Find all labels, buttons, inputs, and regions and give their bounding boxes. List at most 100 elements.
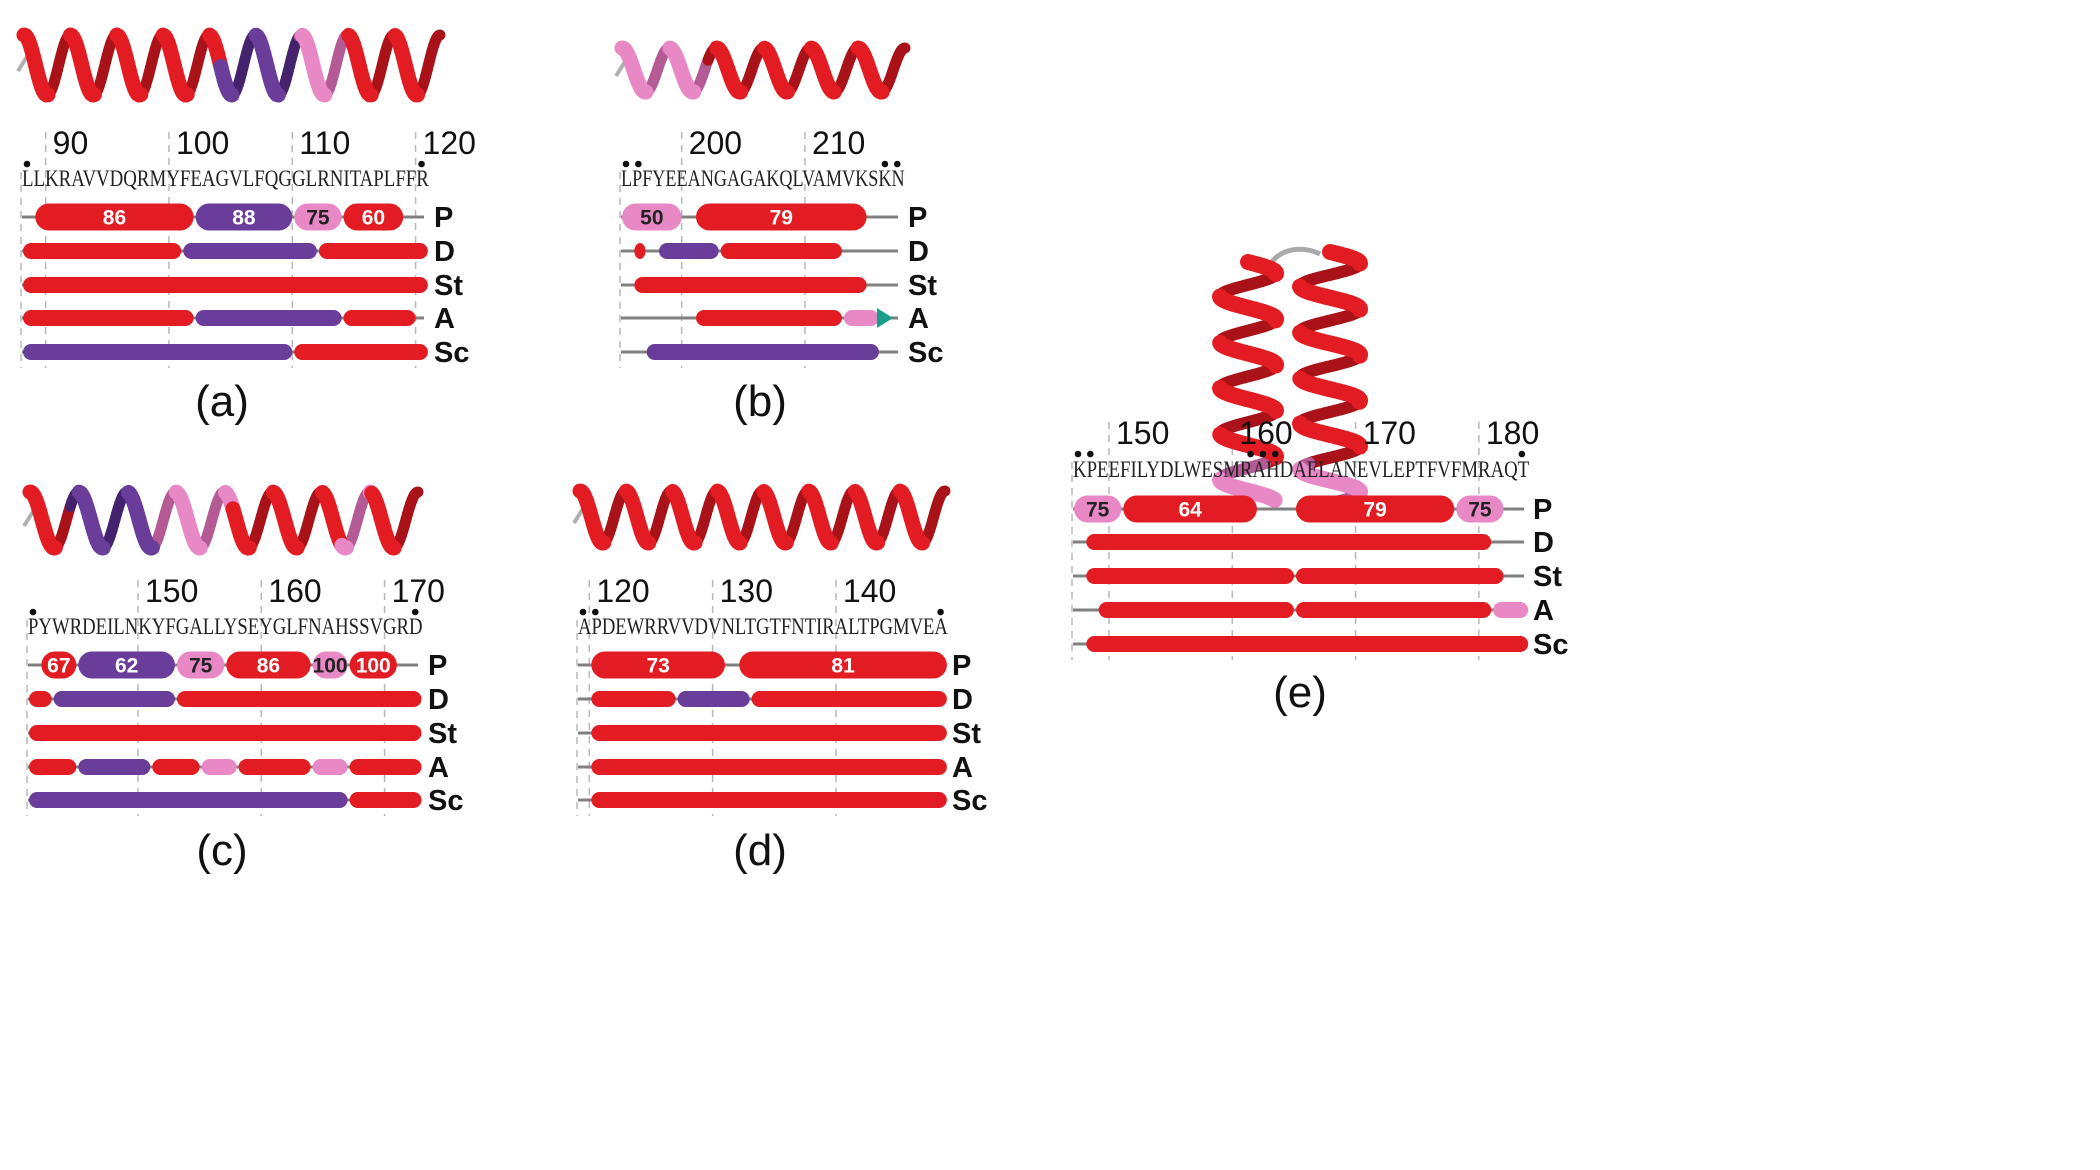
- panel-d-track-A-segment-helix: [591, 759, 947, 775]
- panel-c-track-D-segment-purple: [53, 691, 175, 707]
- panel-c-position-dot: [29, 608, 37, 616]
- panel-c-track-A-segment-pink: [201, 759, 237, 775]
- panel-e-track-Sc-segment-helix: [1086, 636, 1529, 652]
- panel-d-track-label-D: D: [952, 684, 973, 716]
- panel-e-track-P-confidence-label: 64: [1178, 499, 1202, 522]
- panel-a-sequence: LLKRAVVDQRMYFEAGVLFQGGLRNITAPLFFR: [22, 166, 429, 191]
- panel-e-label: (e): [1273, 668, 1327, 717]
- panel-c-track-P-segment-pink: [312, 651, 348, 679]
- panel-b-track-A-arrow-icon: [876, 308, 893, 328]
- panel-e-track-A-segment-pink: [1493, 602, 1529, 618]
- panel-b-track-label-Sc: Sc: [908, 337, 943, 369]
- panel-b-track-label-A: A: [908, 303, 929, 335]
- panel-b-track-A-segment-helix: [695, 310, 842, 326]
- panel-c-track-P-segment-helix: [226, 651, 311, 679]
- panel-e-track-P-confidence-label: 79: [1363, 499, 1386, 522]
- panel-b-track-label-D: D: [908, 236, 929, 268]
- panel-a-helix-ribbon-segment: [432, 29, 446, 42]
- panel-a-tick-label: 90: [53, 125, 89, 161]
- panel-e-tick-label: 150: [1116, 415, 1169, 451]
- panel-d-label: (d): [733, 826, 787, 875]
- panel-e-track-label-Sc: Sc: [1533, 629, 1568, 661]
- panel-d-track-Sc-segment-helix: [591, 792, 947, 808]
- panel-b-position-dot: [893, 160, 901, 168]
- panel-a-track-D-segment-helix: [318, 243, 428, 259]
- panel-e-position-dot: [1271, 450, 1279, 458]
- panel-b-position-dot: [622, 160, 630, 168]
- panel-e-position-dot: [1074, 450, 1082, 458]
- panel-a-position-dot: [23, 160, 31, 168]
- panel-a-track-label-D: D: [434, 236, 455, 268]
- panel-c-track-Sc-segment-purple: [29, 792, 348, 808]
- panel-b-track-St-segment-helix: [634, 277, 867, 293]
- panel-d-track-St-segment-helix: [591, 725, 947, 741]
- panel-a-tick-label: 110: [299, 125, 350, 161]
- panel-e-position-dot: [1259, 450, 1267, 458]
- panel-e-track-P-segment-pink: [1456, 495, 1504, 523]
- panel-c-tick-label: 150: [145, 573, 198, 609]
- panel-d-sequence: APDEWRRVVDVNLTGTFNTIRALTPGMVEA: [578, 614, 948, 639]
- panel-c-track-label-A: A: [428, 752, 449, 784]
- panel-c-track-label-St: St: [428, 718, 457, 750]
- panel-a-track-P-segment-pink: [294, 203, 342, 231]
- panel-c-track-A-segment-purple: [78, 759, 151, 775]
- panel-e-sequence: KPEEFILYDLWESMRAHDAELANEVLEPTFVFMRAQT: [1073, 457, 1529, 482]
- panel-d-position-dot: [592, 608, 599, 616]
- panel-b-track-P-segment-pink: [622, 203, 682, 231]
- panel-a-helix-ribbon-segment: [222, 86, 240, 103]
- panel-d-track-label-Sc: Sc: [952, 785, 987, 817]
- panel-c-track-label-D: D: [428, 684, 449, 716]
- panel-d-track-label-A: A: [952, 752, 973, 784]
- panel-b-position-dot: [635, 160, 642, 168]
- panel-b-track-D-segment-helix: [720, 243, 842, 259]
- panel-b-track-D-segment-purple: [658, 243, 719, 259]
- panel-e-hairpin-left-helix: [1264, 490, 1283, 508]
- panel-a-track-P-segment-purple: [195, 203, 293, 231]
- panel-b-position-dot: [881, 160, 889, 168]
- panel-a-track-label-P: P: [434, 202, 453, 234]
- panel-d-track-label-P: P: [952, 650, 971, 682]
- panel-a-track-Sc-segment-helix: [294, 344, 428, 360]
- panel-a-helix-ribbon-segment: [269, 86, 286, 103]
- panel-a-track-label-Sc: Sc: [434, 337, 469, 369]
- panel-c-track-P-confidence-label: 100: [313, 655, 348, 678]
- panel-c-track-P-segment-helix: [41, 651, 77, 679]
- panel-c-label: (c): [196, 826, 247, 875]
- panel-b-track-P-confidence-label: 50: [640, 207, 663, 230]
- panel-e-track-St-segment-helix: [1295, 568, 1504, 584]
- panel-b-sequence-text: LPFYEEANGAGAKQLVAMVKSKN: [621, 166, 905, 191]
- panel-e-sequence-text: KPEEFILYDLWESMRAHDAELANEVLEPTFVFMRAQT: [1073, 457, 1529, 482]
- panel-a-track-A-segment-helix: [23, 310, 194, 326]
- panel-b-label: (b): [733, 377, 787, 426]
- panel-e-position-dot: [1247, 450, 1254, 458]
- panel-b-track-Sc-segment-purple: [646, 344, 879, 360]
- panel-c-sequence: PYWRDEILNKYFGALLYSEYGLFNAHSSVGRD: [28, 614, 423, 639]
- panel-c-track-St-segment-helix: [29, 725, 422, 741]
- panel-c-track-P-confidence-label: 86: [257, 655, 280, 678]
- panel-e-tick-label: 170: [1363, 415, 1416, 451]
- panel-a-track-P-confidence-label: 60: [362, 207, 385, 230]
- panel-a-track-label-A: A: [434, 303, 455, 335]
- panel-e-track-A-segment-helix: [1098, 602, 1294, 618]
- panel-c-track-D-segment-helix: [29, 691, 52, 707]
- panel-c-track-D-segment-helix: [176, 691, 422, 707]
- panel-e-track-P-confidence-label: 75: [1468, 499, 1492, 522]
- panel-d-track-P-segment-helix: [739, 651, 947, 679]
- panel-c-track-A-segment-helix: [349, 759, 422, 775]
- panel-c-track-P-confidence-label: 100: [356, 655, 391, 678]
- panel-c-helix-ribbon-segment: [411, 486, 424, 499]
- panel-a-sequence-text: LLKRAVVDQRMYFEAGVLFQGGLRNITAPLFFR: [22, 166, 429, 191]
- panel-c-track-A-segment-helix: [29, 759, 77, 775]
- panel-e-track-A-segment-helix: [1295, 602, 1492, 618]
- panel-d-tick-label: 140: [843, 573, 896, 609]
- panel-d-track-D-segment-purple: [677, 691, 750, 707]
- panel-a-track-P-confidence-label: 75: [306, 207, 330, 230]
- panel-a-position-dot: [418, 160, 425, 168]
- panel-b-track-label-P: P: [908, 202, 927, 234]
- panel-b-sequence: LPFYEEANGAGAKQLVAMVKSKN: [621, 166, 905, 191]
- panel-d-track-D-segment-helix: [591, 691, 676, 707]
- panel-e-track-P-segment-helix: [1295, 495, 1455, 523]
- panel-a-tick-label: 100: [176, 125, 229, 161]
- panel-d-track-P-confidence-label: 81: [831, 655, 855, 678]
- panel-a-track-label-St: St: [434, 270, 463, 302]
